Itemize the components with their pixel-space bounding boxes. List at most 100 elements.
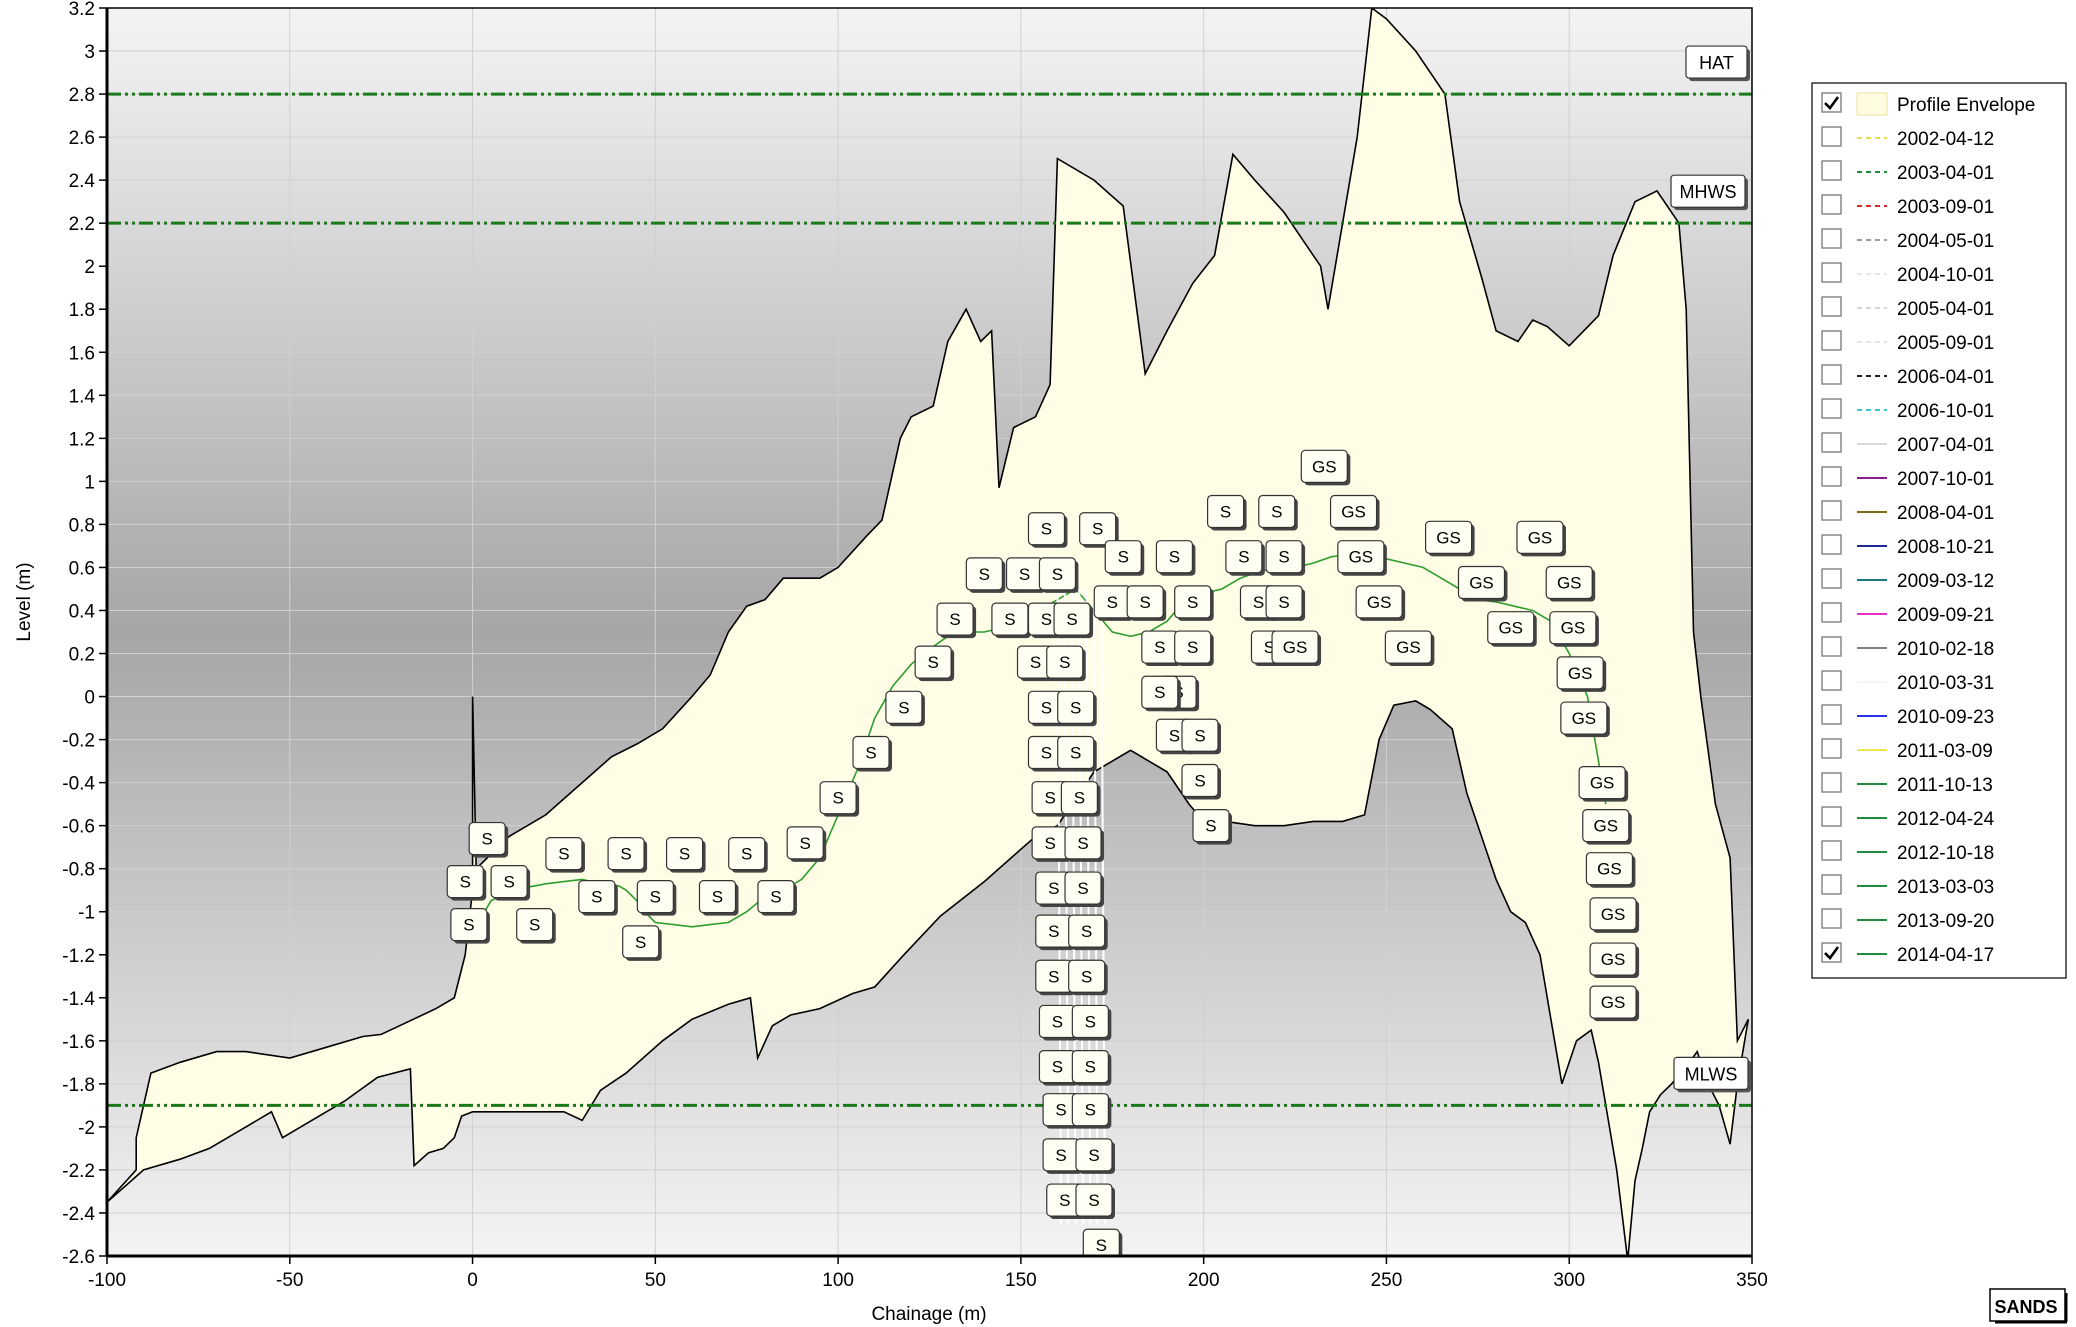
marker-s: S <box>1141 675 1181 712</box>
legend-item[interactable]: 2011-10-13 <box>1821 772 1993 796</box>
legend-checkbox[interactable] <box>1821 194 1842 215</box>
legend-item[interactable]: 2002-04-12 <box>1821 126 1994 150</box>
legend-checkbox[interactable] <box>1821 160 1842 181</box>
legend-checkbox[interactable] <box>1821 908 1842 929</box>
legend-item[interactable]: 2005-04-01 <box>1821 296 1994 320</box>
marker-box <box>1104 540 1142 574</box>
legend-item[interactable]: 2007-04-01 <box>1821 432 1994 456</box>
marker-box <box>1075 1183 1113 1217</box>
marker-box <box>1057 735 1095 770</box>
legend-checkbox[interactable] <box>1821 432 1842 453</box>
legend-item[interactable]: 2004-10-01 <box>1821 262 1994 286</box>
legend-item[interactable]: 2005-09-01 <box>1821 330 1994 354</box>
marker-box <box>1079 512 1117 546</box>
legend-item[interactable]: 2013-03-03 <box>1821 874 1994 898</box>
legend-checkbox[interactable] <box>1821 92 1842 113</box>
legend-checkbox[interactable] <box>1821 466 1842 487</box>
legend-item[interactable]: 2006-04-01 <box>1821 364 1994 388</box>
legend-item[interactable]: 2009-03-12 <box>1821 568 1994 592</box>
legend-item[interactable]: 2013-09-20 <box>1821 908 1994 932</box>
marker-label: S <box>1041 698 1052 717</box>
y-axis-title: Level (m) <box>14 562 35 641</box>
marker-label: S <box>1194 726 1205 745</box>
legend-checkbox[interactable] <box>1821 228 1842 249</box>
legend: Profile Envelope 2002-04-12 2003-04-01 2003… <box>1811 82 2067 979</box>
marker-box <box>885 690 923 724</box>
legend-checkbox[interactable] <box>1821 262 1842 283</box>
legend-checkbox[interactable] <box>1821 942 1842 963</box>
legend-checkbox[interactable] <box>1821 296 1842 317</box>
legend-checkbox[interactable] <box>1821 636 1842 657</box>
marker-label: S <box>1055 1146 1066 1165</box>
marker-box <box>1206 494 1245 529</box>
legend-checkbox[interactable] <box>1821 704 1842 725</box>
legend-checkbox[interactable] <box>1821 738 1842 759</box>
marker-label: S <box>463 916 474 935</box>
legend-checkbox[interactable] <box>1821 772 1842 793</box>
marker-label: S <box>741 845 752 864</box>
legend-item[interactable]: 2014-04-17 <box>1821 942 1994 966</box>
marker-label: S <box>1074 789 1085 808</box>
marker-label: S <box>1019 565 1030 584</box>
legend-item[interactable]: 2008-04-01 <box>1821 500 1994 524</box>
legend-item[interactable]: 2009-09-21 <box>1821 602 1994 626</box>
legend-item[interactable]: 2007-10-01 <box>1821 466 1994 490</box>
legend-item[interactable]: 2010-02-18 <box>1821 636 1994 660</box>
marker-s: S <box>1038 557 1079 593</box>
legend-checkbox[interactable] <box>1821 670 1842 691</box>
legend-item[interactable]: 2006-10-01 <box>1821 398 1994 422</box>
marker-box <box>1068 959 1106 993</box>
marker-label: GS <box>1557 574 1582 593</box>
legend-item[interactable]: 2003-09-01 <box>1821 194 1994 218</box>
legend-checkbox[interactable] <box>1821 330 1842 351</box>
legend-checkbox[interactable] <box>1821 568 1842 589</box>
legend-checkbox[interactable] <box>1821 840 1842 861</box>
marker-box <box>1384 630 1432 664</box>
marker-s: S <box>1126 585 1167 621</box>
x-tick-label: 100 <box>822 1270 854 1291</box>
marker-s: S <box>1035 914 1075 951</box>
legend-label: 2013-03-03 <box>1897 877 1994 898</box>
legend-checkbox[interactable] <box>1821 500 1842 521</box>
legend-item[interactable]: 2010-03-31 <box>1821 670 1994 694</box>
legend-item[interactable]: 2008-10-21 <box>1821 534 1994 558</box>
marker-s: S <box>1181 763 1222 800</box>
marker-s: S <box>1031 826 1072 862</box>
marker-label: S <box>898 698 909 717</box>
x-tick-label: 300 <box>1553 1270 1585 1291</box>
marker-label: S <box>1070 698 1081 717</box>
marker-label: S <box>1081 967 1092 986</box>
legend-item[interactable]: 2010-09-23 <box>1821 704 1994 728</box>
marker-label: S <box>1253 593 1264 612</box>
legend-item[interactable]: Profile Envelope <box>1821 92 2035 116</box>
marker-label: S <box>1278 593 1289 612</box>
legend-checkbox[interactable] <box>1821 126 1842 147</box>
legend-checkbox[interactable] <box>1821 602 1842 623</box>
legend-checkbox[interactable] <box>1821 364 1842 385</box>
marker-s: S <box>819 781 860 817</box>
marker-label: S <box>1085 1101 1096 1120</box>
legend-checkbox[interactable] <box>1821 534 1842 555</box>
legend-item[interactable]: 2003-04-01 <box>1821 160 1994 184</box>
marker-box <box>852 735 890 770</box>
x-tick-label: 350 <box>1736 1270 1768 1291</box>
marker-label: S <box>1264 638 1275 657</box>
marker-s: S <box>607 837 648 873</box>
marker-box <box>1258 494 1296 529</box>
marker-s: S <box>1005 557 1046 593</box>
legend-item[interactable]: 2012-04-24 <box>1821 806 1995 830</box>
marker-s: S <box>1068 914 1108 951</box>
legend-item[interactable]: 2004-05-01 <box>1821 228 1994 252</box>
marker-box <box>1589 985 1637 1019</box>
marker-label: S <box>1048 879 1059 898</box>
marker-box <box>1589 942 1637 976</box>
marker-s: S <box>490 864 531 901</box>
legend-item[interactable]: 2011-03-09 <box>1821 738 1993 762</box>
legend-checkbox[interactable] <box>1821 806 1842 827</box>
legend-item[interactable]: 2012-10-18 <box>1821 840 1994 864</box>
x-tick-label: 250 <box>1371 1270 1403 1291</box>
legend-checkbox[interactable] <box>1821 874 1842 895</box>
y-tick-label: 0.8 <box>69 515 95 536</box>
marker-s: S <box>1082 1228 1123 1256</box>
legend-checkbox[interactable] <box>1821 398 1842 419</box>
